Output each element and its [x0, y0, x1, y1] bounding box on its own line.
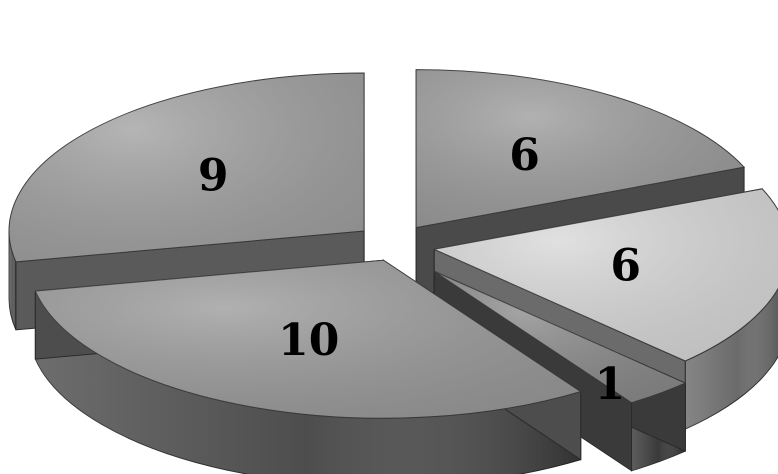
slice-value-label-3: 1 — [595, 359, 626, 410]
pie-slice-3 — [433, 270, 687, 472]
slice-value-label-5: 9 — [198, 150, 229, 201]
slice-value-label-4: 10 — [278, 315, 339, 366]
pie-slice-4 — [34, 259, 582, 474]
slice-value-label-2: 6 — [610, 241, 641, 292]
slice-value-label-1: 6 — [509, 130, 540, 181]
